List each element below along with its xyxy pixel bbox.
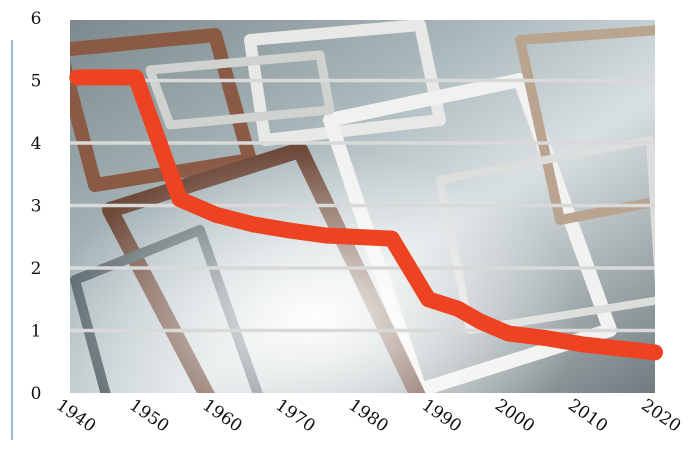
y-tick-label: 3 (31, 197, 42, 217)
series-layer (69, 69, 663, 361)
x-tick-label: 2020 (637, 395, 684, 436)
x-tick-label: 1960 (199, 395, 246, 436)
x-tick-label: 2010 (564, 395, 611, 436)
y-tick-label: 6 (31, 9, 42, 29)
y-tick-label: 0 (31, 384, 42, 404)
x-tick-label: 2000 (491, 395, 538, 436)
y-tick-label: 5 (31, 72, 42, 92)
series-line (69, 69, 663, 361)
x-tick-label: 1940 (52, 395, 99, 436)
x-axis-ticks: 1940 1950 1960 1970 1980 1990 2000 2010 2020 (52, 395, 684, 436)
x-tick-label: 1970 (272, 395, 319, 436)
y-tick-label: 1 (31, 322, 42, 342)
x-tick-label: 1950 (126, 395, 173, 436)
x-tick-label: 1980 (345, 395, 392, 436)
y-axis-ticks: 0 1 2 3 4 5 6 (31, 9, 42, 404)
y-tick-label: 2 (31, 259, 42, 279)
y-tick-label: 4 (31, 134, 42, 154)
x-tick-label: 1990 (418, 395, 465, 436)
